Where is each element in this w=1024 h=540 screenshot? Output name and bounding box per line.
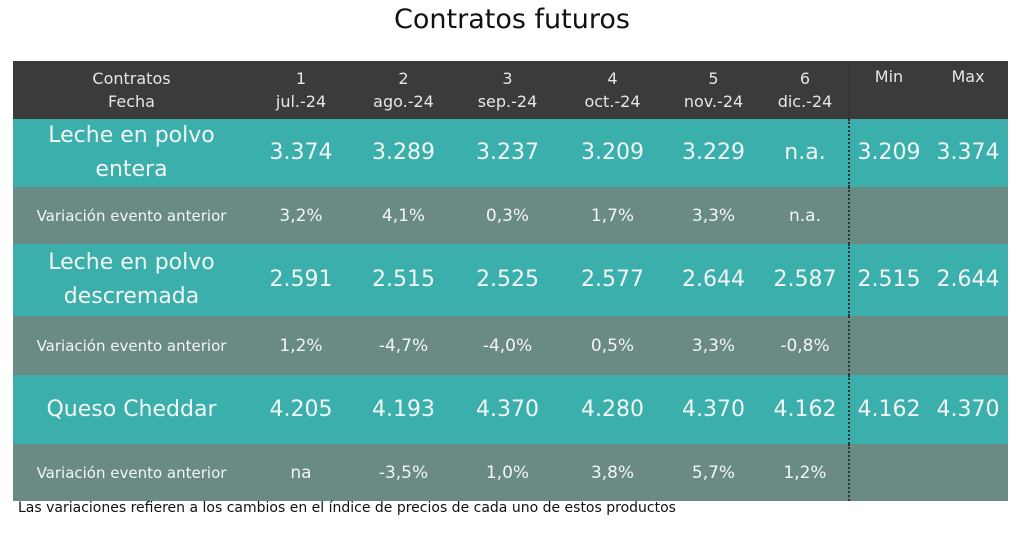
min-cell: 4.162	[848, 375, 928, 444]
product-name: Leche en polvo descremada	[13, 244, 250, 316]
variation-cell: na	[250, 444, 352, 501]
header-contract-2: 2 ago.-24	[352, 61, 455, 119]
header-contract-6: 6 dic.-24	[762, 61, 849, 119]
variation-cell: 1,2%	[762, 444, 849, 501]
empty-cell	[848, 187, 928, 244]
product-name: Leche en polvo entera	[13, 119, 250, 187]
empty-cell	[848, 444, 928, 501]
variation-cell: -3,5%	[352, 444, 455, 501]
empty-cell	[928, 187, 1008, 244]
product-name: Queso Cheddar	[13, 375, 250, 444]
price-cell: n.a.	[762, 119, 849, 187]
header-contract-3: 3 sep.-24	[455, 61, 560, 119]
variation-cell: 0,3%	[455, 187, 560, 244]
price-cell: 2.591	[250, 244, 352, 316]
variation-cell: 1,7%	[560, 187, 665, 244]
price-cell: 4.162	[762, 375, 849, 444]
price-cell: 4.370	[665, 375, 762, 444]
max-cell: 2.644	[928, 244, 1008, 316]
variation-cell: -0,8%	[762, 316, 849, 375]
empty-cell	[928, 444, 1008, 501]
variation-cell: 3,3%	[665, 187, 762, 244]
variation-cell: 3,8%	[560, 444, 665, 501]
variation-cell: n.a.	[762, 187, 849, 244]
price-cell: 4.280	[560, 375, 665, 444]
variation-cell: 5,7%	[665, 444, 762, 501]
variation-cell: 3,2%	[250, 187, 352, 244]
variation-cell: 3,3%	[665, 316, 762, 375]
variation-row: Variación evento anterior 1,2% -4,7% -4,0% 0…	[13, 316, 1008, 375]
variation-cell: 4,1%	[352, 187, 455, 244]
product-row: Queso Cheddar 4.205 4.193 4.370 4.280 4.370 4.…	[13, 375, 1008, 444]
min-cell: 3.209	[848, 119, 928, 187]
variation-row: Variación evento anterior 3,2% 4,1% 0,3% 1,7…	[13, 187, 1008, 244]
price-cell: 3.289	[352, 119, 455, 187]
product-row: Leche en polvo entera 3.374 3.289 3.237 3.20…	[13, 119, 1008, 187]
price-cell: 3.237	[455, 119, 560, 187]
price-cell: 3.374	[250, 119, 352, 187]
variation-cell: 1,0%	[455, 444, 560, 501]
price-cell: 2.515	[352, 244, 455, 316]
futures-table: Contratos Fecha 1 jul.-24 2 ago.-24 3 sep.-24 4…	[13, 61, 1008, 501]
variation-label: Variación evento anterior	[13, 444, 250, 501]
price-cell: 3.229	[665, 119, 762, 187]
header-min: Min	[848, 61, 928, 119]
max-cell: 3.374	[928, 119, 1008, 187]
price-cell: 2.577	[560, 244, 665, 316]
header-contract-1: 1 jul.-24	[250, 61, 352, 119]
price-cell: 4.370	[455, 375, 560, 444]
variation-label: Variación evento anterior	[13, 316, 250, 375]
header-row: Contratos Fecha 1 jul.-24 2 ago.-24 3 sep.-24 4…	[13, 61, 1008, 119]
min-cell: 2.515	[848, 244, 928, 316]
price-cell: 4.193	[352, 375, 455, 444]
variation-cell: -4,7%	[352, 316, 455, 375]
variation-label: Variación evento anterior	[13, 187, 250, 244]
footnote: Las variaciones refieren a los cambios e…	[18, 500, 676, 516]
header-max: Max	[928, 61, 1008, 119]
variation-cell: 0,5%	[560, 316, 665, 375]
header-contract-4: 4 oct.-24	[560, 61, 665, 119]
price-cell: 3.209	[560, 119, 665, 187]
variation-cell: -4,0%	[455, 316, 560, 375]
max-cell: 4.370	[928, 375, 1008, 444]
price-cell: 2.525	[455, 244, 560, 316]
variation-row: Variación evento anterior na -3,5% 1,0% 3,8%…	[13, 444, 1008, 501]
price-cell: 4.205	[250, 375, 352, 444]
variation-cell: 1,2%	[250, 316, 352, 375]
page-title: Contratos futuros	[394, 4, 630, 35]
header-label: Contratos Fecha	[13, 61, 250, 119]
price-cell: 2.644	[665, 244, 762, 316]
empty-cell	[928, 316, 1008, 375]
header-contract-5: 5 nov.-24	[665, 61, 762, 119]
product-row: Leche en polvo descremada 2.591 2.515 2.525…	[13, 244, 1008, 316]
price-cell: 2.587	[762, 244, 849, 316]
empty-cell	[848, 316, 928, 375]
